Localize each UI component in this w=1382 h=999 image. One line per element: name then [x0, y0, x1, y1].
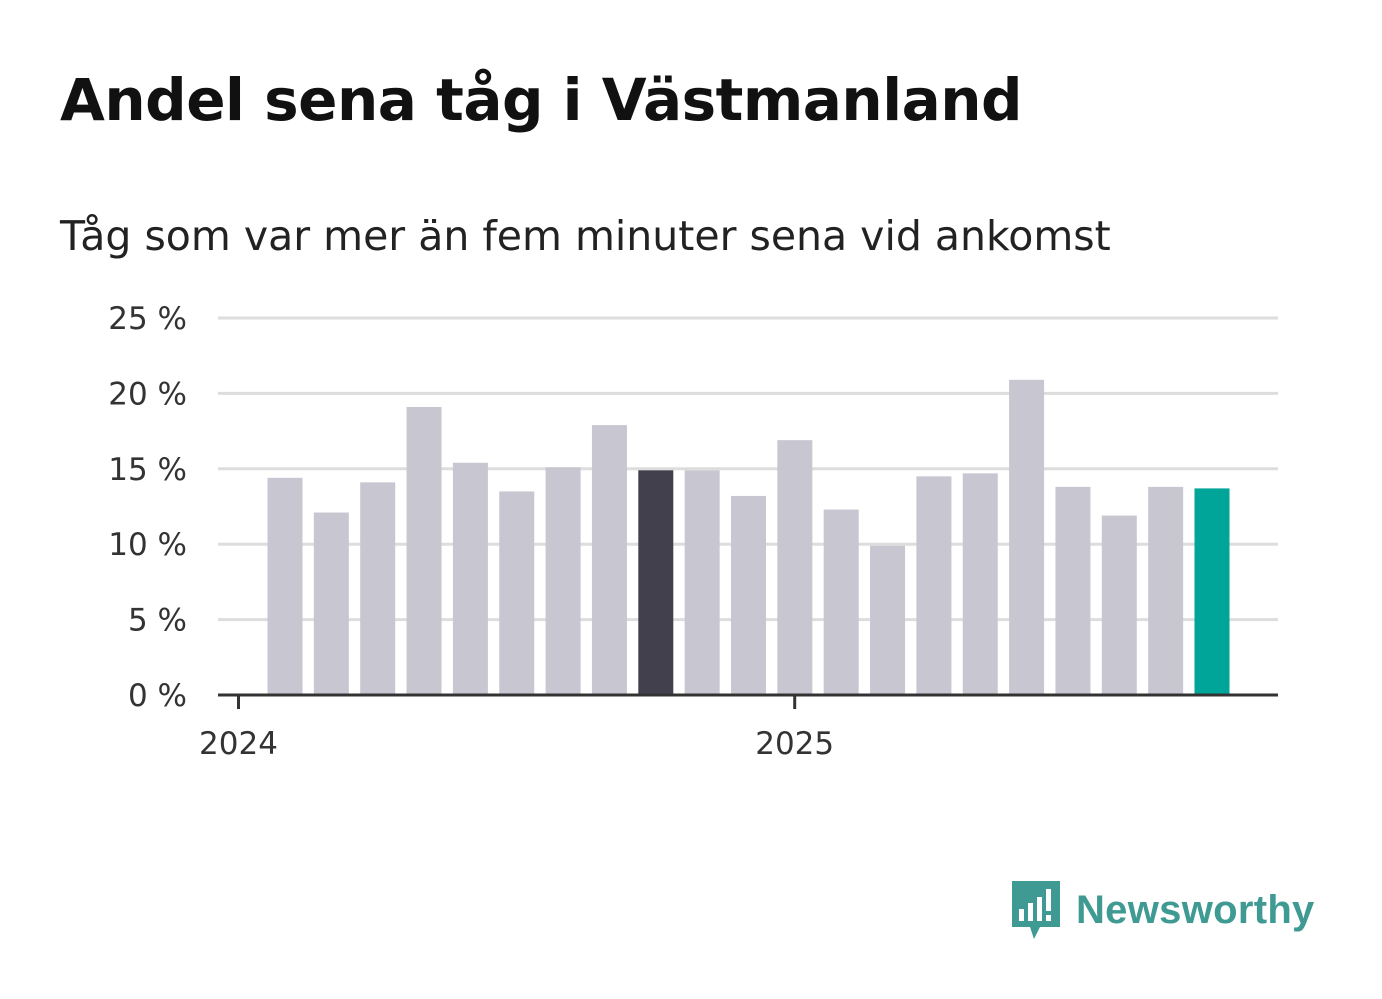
- bar-12: [777, 440, 813, 695]
- brand-logo-lockup[interactable]: Newsworthy: [1010, 878, 1315, 942]
- bar-21: [1194, 488, 1230, 695]
- bar-10: [684, 470, 720, 695]
- y-tick-label: 20 %: [108, 376, 187, 412]
- newsworthy-bar-chart-icon: [1012, 881, 1060, 939]
- x-tick-label: 2025: [755, 726, 834, 762]
- axis-labels: 0 % 5 % 10 % 15 % 20 % 25 % 2024 2025: [108, 301, 834, 762]
- bar-15: [916, 476, 952, 695]
- bar-8: [591, 425, 627, 695]
- y-tick-label: 10 %: [108, 527, 187, 563]
- y-tick-label: 15 %: [108, 452, 187, 488]
- chart-subtitle: Tåg som var mer än fem minuter sena vid …: [60, 212, 1111, 260]
- bar-9: [638, 470, 674, 695]
- bar-16: [962, 473, 998, 695]
- bar-18: [1055, 486, 1091, 695]
- bars: [267, 379, 1230, 695]
- bar-11: [731, 495, 766, 695]
- y-tick-label: 25 %: [108, 301, 187, 337]
- bar-14: [870, 545, 906, 695]
- bar-4: [406, 406, 442, 695]
- bar-5: [452, 462, 488, 695]
- y-tick-label: 5 %: [128, 603, 187, 639]
- bar-19: [1101, 515, 1137, 695]
- bar-13: [823, 509, 859, 695]
- bar-3: [360, 482, 396, 695]
- bar-20: [1148, 486, 1184, 695]
- brand-name: Newsworthy: [1076, 887, 1315, 932]
- x-tick-label: 2024: [199, 726, 278, 762]
- bar-1: [267, 477, 303, 695]
- chart-title: Andel sena tåg i Västmanland: [60, 66, 1023, 134]
- bar-2: [313, 512, 349, 695]
- x-axis: [218, 693, 1278, 709]
- y-tick-label: 0 %: [128, 678, 187, 714]
- bar-6: [499, 491, 535, 695]
- bar-17: [1009, 379, 1045, 695]
- bar-7: [545, 467, 581, 695]
